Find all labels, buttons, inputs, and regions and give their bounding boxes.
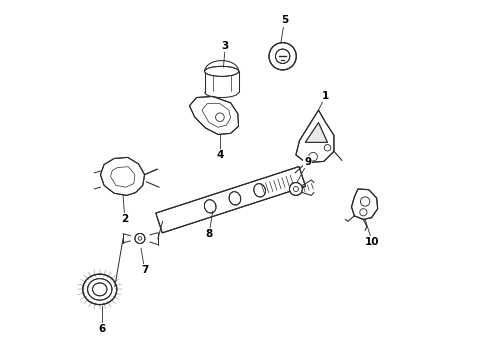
Circle shape	[275, 49, 290, 63]
Circle shape	[135, 233, 145, 243]
Polygon shape	[305, 123, 327, 142]
Ellipse shape	[204, 200, 216, 213]
Text: 3: 3	[221, 41, 229, 50]
Circle shape	[290, 183, 302, 195]
Polygon shape	[190, 96, 239, 134]
Polygon shape	[351, 189, 378, 220]
Polygon shape	[156, 167, 305, 233]
Text: 1: 1	[322, 91, 329, 101]
Text: 8: 8	[205, 229, 213, 239]
Text: 6: 6	[98, 324, 105, 334]
Text: 2: 2	[121, 215, 128, 224]
Polygon shape	[100, 157, 145, 195]
Circle shape	[309, 152, 318, 161]
Circle shape	[269, 42, 296, 70]
Text: 10: 10	[365, 237, 380, 247]
Ellipse shape	[83, 274, 117, 305]
Ellipse shape	[205, 66, 239, 76]
Ellipse shape	[88, 279, 112, 300]
Ellipse shape	[229, 192, 241, 205]
Text: 9: 9	[304, 157, 311, 167]
Ellipse shape	[93, 283, 107, 296]
Text: 4: 4	[216, 150, 223, 160]
Text: 7: 7	[141, 265, 148, 275]
Ellipse shape	[254, 184, 266, 197]
Polygon shape	[296, 110, 334, 163]
Text: 5: 5	[281, 15, 288, 26]
